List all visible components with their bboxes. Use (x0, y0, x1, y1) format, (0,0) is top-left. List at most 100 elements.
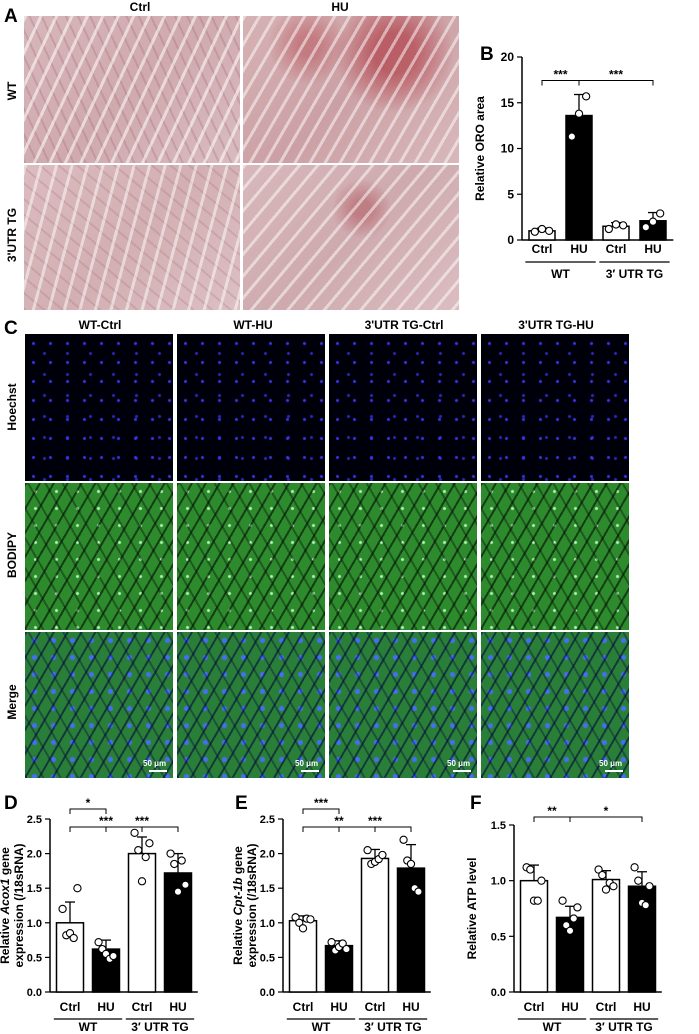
y-axis-label-part: Relative (233, 915, 245, 964)
y-tick-label: 15 (501, 96, 515, 110)
group-label: 3′ UTR TG (595, 1020, 653, 1034)
category-label: Ctrl (596, 1000, 617, 1014)
significance-bracket (302, 808, 340, 814)
panel-a-row-tg: 3'UTR TG (5, 207, 19, 263)
data-point (634, 876, 643, 885)
chart-d: D Relative Acox1 geneexpression (/18sRNA)… (0, 793, 198, 1034)
category-label: HU (644, 242, 661, 256)
category-label: Ctrl (365, 1000, 386, 1014)
panel-c-col-tg-hu: 3'UTR TG-HU (518, 318, 594, 332)
oro-image-wt-hu (243, 16, 459, 163)
panel-letter: D (4, 793, 18, 814)
data-point (73, 884, 82, 893)
data-point (609, 882, 618, 891)
data-point (569, 914, 578, 923)
data-point (530, 227, 539, 236)
data-point (655, 209, 665, 218)
data-point (145, 839, 154, 848)
y-axis-label-part: Acox1 (0, 878, 12, 915)
merge-image-wt-hu: 50 μm (177, 632, 325, 778)
category-label: HU (633, 1000, 650, 1014)
hoechst-image-wt-ctrl (25, 334, 173, 481)
y-tick-label: 0.5 (491, 931, 506, 943)
hoechst-image-wt-hu (177, 334, 325, 481)
y-axis-label-part: gene (233, 846, 245, 878)
data-point (641, 223, 650, 232)
data-point (342, 944, 351, 954)
significance-bracket (69, 826, 143, 832)
data-point (545, 226, 554, 235)
y-axis-label: Relative ORO area (473, 96, 487, 201)
data-point (298, 924, 308, 933)
category-label: Ctrl (60, 1000, 81, 1014)
bodipy-image-tg-hu (481, 483, 629, 630)
bar (565, 114, 593, 241)
y-tick-label: 1.5 (27, 883, 42, 895)
data-point (645, 882, 654, 891)
bar (591, 878, 621, 993)
significance-bracket (302, 826, 376, 832)
data-point (170, 859, 179, 869)
panel-a-row-wt: WT (5, 81, 19, 101)
scale-label: 50 μm (599, 759, 623, 768)
category-label: HU (570, 242, 587, 256)
category-label: HU (402, 1000, 419, 1014)
y-tick-label: 20 (501, 50, 515, 64)
y-tick-label: 1.5 (491, 820, 506, 832)
data-point (327, 938, 336, 947)
y-tick-label: 0 (507, 233, 514, 247)
panel-a-letter: A (4, 6, 18, 27)
significance-bracket (69, 808, 107, 814)
group-label: 3′ UTR TG (364, 1020, 422, 1034)
category-label: HU (330, 1000, 347, 1014)
significance-label: *** (609, 68, 623, 82)
y-tick-label: 0.0 (491, 987, 506, 999)
y-tick-label: 2.5 (260, 814, 275, 826)
panel-a-col-ctrl: Ctrl (129, 0, 151, 14)
data-point (574, 109, 584, 118)
data-point (177, 856, 186, 865)
data-point (618, 221, 628, 230)
scale-label: 50 μm (295, 759, 319, 768)
data-point (130, 828, 139, 837)
panel-c-letter: C (4, 318, 18, 339)
group-label: WT (312, 1020, 331, 1034)
y-tick-label: 1.5 (260, 883, 275, 895)
bar (127, 852, 157, 993)
chart-e: E Relative Cpt-1b geneexpression (/18sRNA… (233, 793, 431, 1034)
data-point (582, 92, 591, 101)
panel-a-col-hu: HU (331, 0, 349, 14)
data-point (291, 913, 300, 922)
y-tick-label: 1.0 (260, 918, 275, 930)
data-point (378, 850, 387, 860)
category-label: Ctrl (293, 1000, 314, 1014)
significance-label: * (604, 804, 609, 818)
y-tick-label: 0.5 (27, 952, 42, 964)
group-label: WT (79, 1020, 98, 1034)
group-label: 3′ UTR TG (131, 1020, 189, 1034)
data-point (598, 870, 607, 880)
scale-bar (149, 770, 167, 772)
data-point (109, 951, 118, 961)
data-point (565, 926, 575, 935)
significance-label: * (86, 796, 91, 810)
data-point (399, 835, 408, 844)
data-point (604, 224, 613, 234)
data-point (594, 865, 603, 874)
panel-letter: F (470, 793, 482, 814)
significance-label: *** (314, 796, 328, 810)
category-label: Ctrl (524, 1000, 545, 1014)
hoechst-image-tg-hu (481, 334, 629, 481)
y-tick-label: 0.5 (260, 952, 275, 964)
data-point (141, 852, 150, 862)
significance-label: ** (334, 814, 344, 828)
panel-c-row-merge: Merge (5, 684, 19, 720)
data-point (181, 880, 190, 889)
category-label: HU (97, 1000, 114, 1014)
y-tick-label: 0.0 (27, 987, 42, 999)
data-point (414, 887, 423, 896)
scale-label: 50 μm (447, 759, 471, 768)
category-label: Ctrl (606, 242, 627, 256)
panel-letter: B (480, 44, 494, 65)
panel-c-col-wt-hu: WT-HU (233, 318, 273, 332)
